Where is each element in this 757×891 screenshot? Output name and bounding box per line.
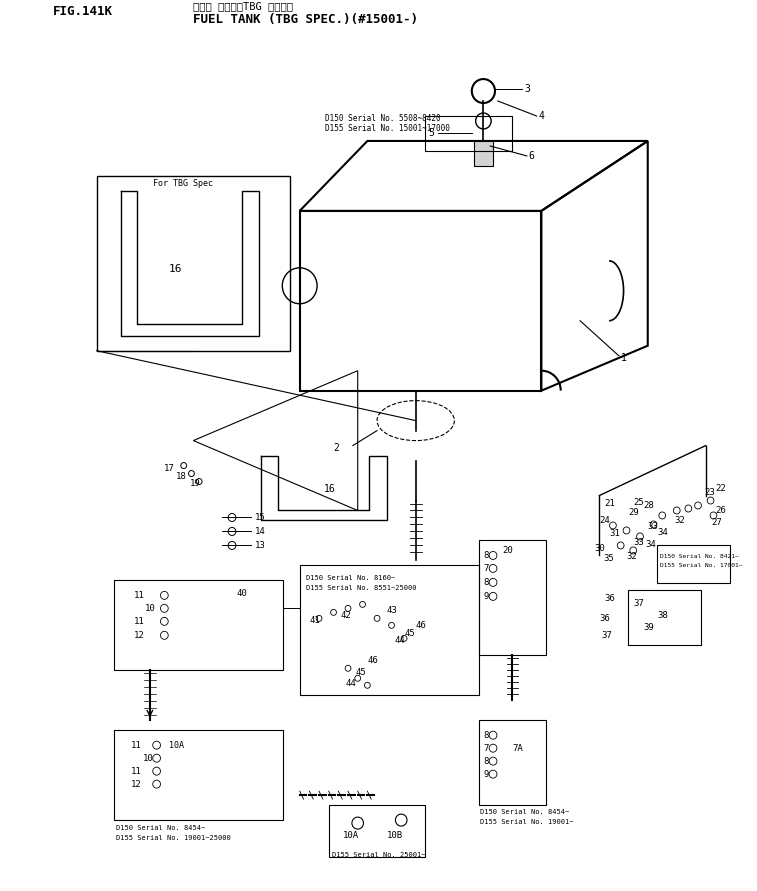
Text: For TBG Spec: For TBG Spec: [153, 179, 213, 188]
Text: 26: 26: [715, 506, 726, 515]
Text: 33: 33: [648, 522, 659, 531]
Text: 40: 40: [237, 589, 248, 598]
Bar: [329, 805, 425, 857]
Text: 19: 19: [189, 479, 201, 488]
Text: 12: 12: [133, 631, 144, 640]
Text: D155 Serial No. 8551~25000: D155 Serial No. 8551~25000: [306, 585, 416, 592]
Text: 7: 7: [484, 564, 489, 573]
Text: 46: 46: [416, 621, 426, 630]
Text: 3: 3: [524, 84, 530, 94]
Text: 21: 21: [604, 499, 615, 508]
Text: 34: 34: [646, 540, 656, 549]
Bar: [97, 176, 290, 351]
Text: D150 Serial No. 8454~: D150 Serial No. 8454~: [481, 809, 570, 815]
Bar: [478, 720, 547, 805]
Text: 46: 46: [367, 656, 378, 665]
Text: 37: 37: [634, 599, 644, 608]
Text: D155 Serial No. 19001~: D155 Serial No. 19001~: [481, 819, 574, 825]
Bar: [114, 580, 283, 670]
Text: 33: 33: [634, 538, 644, 547]
Text: 16: 16: [324, 484, 335, 494]
Text: 16: 16: [169, 264, 182, 274]
Text: 32: 32: [674, 516, 686, 525]
Text: 9: 9: [484, 592, 489, 601]
Text: 15: 15: [255, 513, 266, 522]
Text: 5: 5: [428, 128, 435, 138]
Text: 8: 8: [484, 578, 489, 587]
Text: 10A: 10A: [169, 740, 184, 749]
Text: 36: 36: [604, 594, 615, 603]
Text: 4: 4: [538, 111, 544, 121]
Text: D155 Serial No. 15001~17000: D155 Serial No. 15001~17000: [325, 125, 450, 134]
Text: 38: 38: [657, 611, 668, 620]
Text: D150 Serial No. 8160~: D150 Serial No. 8160~: [306, 576, 394, 582]
Text: 18: 18: [176, 472, 187, 481]
Bar: [657, 545, 730, 584]
Text: 7: 7: [484, 744, 489, 753]
Text: 28: 28: [643, 501, 653, 510]
Bar: [300, 566, 478, 695]
Text: 2: 2: [334, 443, 339, 453]
Text: 11: 11: [130, 766, 142, 776]
Text: 10: 10: [143, 754, 154, 763]
Text: D155 Serial No. 19001~25000: D155 Serial No. 19001~25000: [116, 835, 231, 841]
Text: 6: 6: [529, 151, 534, 161]
Text: 8: 8: [484, 731, 489, 740]
Text: 31: 31: [609, 529, 620, 538]
Bar: [628, 591, 701, 645]
Text: 44: 44: [345, 679, 356, 688]
Text: フェル タンク（TBG ショウ）: フェル タンク（TBG ショウ）: [193, 1, 294, 12]
Text: 35: 35: [603, 554, 614, 563]
Text: FUEL TANK (TBG SPEC.)(#15001-): FUEL TANK (TBG SPEC.)(#15001-): [193, 12, 419, 26]
Text: 27: 27: [712, 518, 722, 527]
Text: 17: 17: [164, 464, 175, 473]
Text: D150 Serial No. 8421~: D150 Serial No. 8421~: [660, 554, 739, 559]
Text: 7A: 7A: [512, 744, 523, 753]
Text: 36: 36: [600, 614, 610, 623]
Text: D155 Serial No. 17001~: D155 Serial No. 17001~: [660, 563, 743, 568]
Text: D150 Serial No. 5508~8420: D150 Serial No. 5508~8420: [325, 115, 441, 124]
Text: D150 Serial No. 8454~: D150 Serial No. 8454~: [116, 825, 205, 831]
Text: 11: 11: [133, 617, 144, 625]
Text: 10B: 10B: [387, 830, 403, 839]
Text: 10: 10: [145, 604, 156, 613]
Text: 44: 44: [394, 636, 405, 645]
Text: 29: 29: [628, 508, 639, 517]
Text: 12: 12: [130, 780, 142, 789]
Text: 45: 45: [404, 629, 415, 638]
Text: 25: 25: [634, 498, 644, 507]
Text: 34: 34: [657, 528, 668, 537]
Text: D155 Serial No. 25001~: D155 Serial No. 25001~: [332, 852, 425, 858]
Text: 24: 24: [600, 516, 610, 525]
Text: FIG.141K: FIG.141K: [53, 4, 114, 18]
Text: 14: 14: [255, 527, 266, 536]
Bar: [114, 731, 283, 820]
Text: 1: 1: [621, 353, 627, 363]
Text: 9: 9: [484, 770, 489, 779]
Polygon shape: [474, 141, 493, 166]
Text: 8: 8: [484, 551, 489, 560]
Bar: [425, 116, 512, 151]
Text: 8: 8: [484, 756, 489, 765]
Text: 43: 43: [387, 606, 397, 615]
Text: 37: 37: [601, 631, 612, 640]
Bar: [478, 541, 547, 655]
Text: 23: 23: [704, 488, 715, 497]
Text: 30: 30: [594, 544, 606, 553]
Text: 42: 42: [341, 611, 351, 620]
Text: 20: 20: [503, 546, 513, 555]
Text: 10A: 10A: [343, 830, 360, 839]
Text: 32: 32: [627, 552, 637, 561]
Text: 13: 13: [255, 541, 266, 550]
Text: 39: 39: [643, 623, 653, 632]
Text: 45: 45: [356, 667, 366, 677]
Text: 41: 41: [310, 616, 320, 625]
Text: 11: 11: [133, 591, 144, 600]
Text: 22: 22: [715, 484, 726, 493]
Text: 11: 11: [130, 740, 142, 749]
